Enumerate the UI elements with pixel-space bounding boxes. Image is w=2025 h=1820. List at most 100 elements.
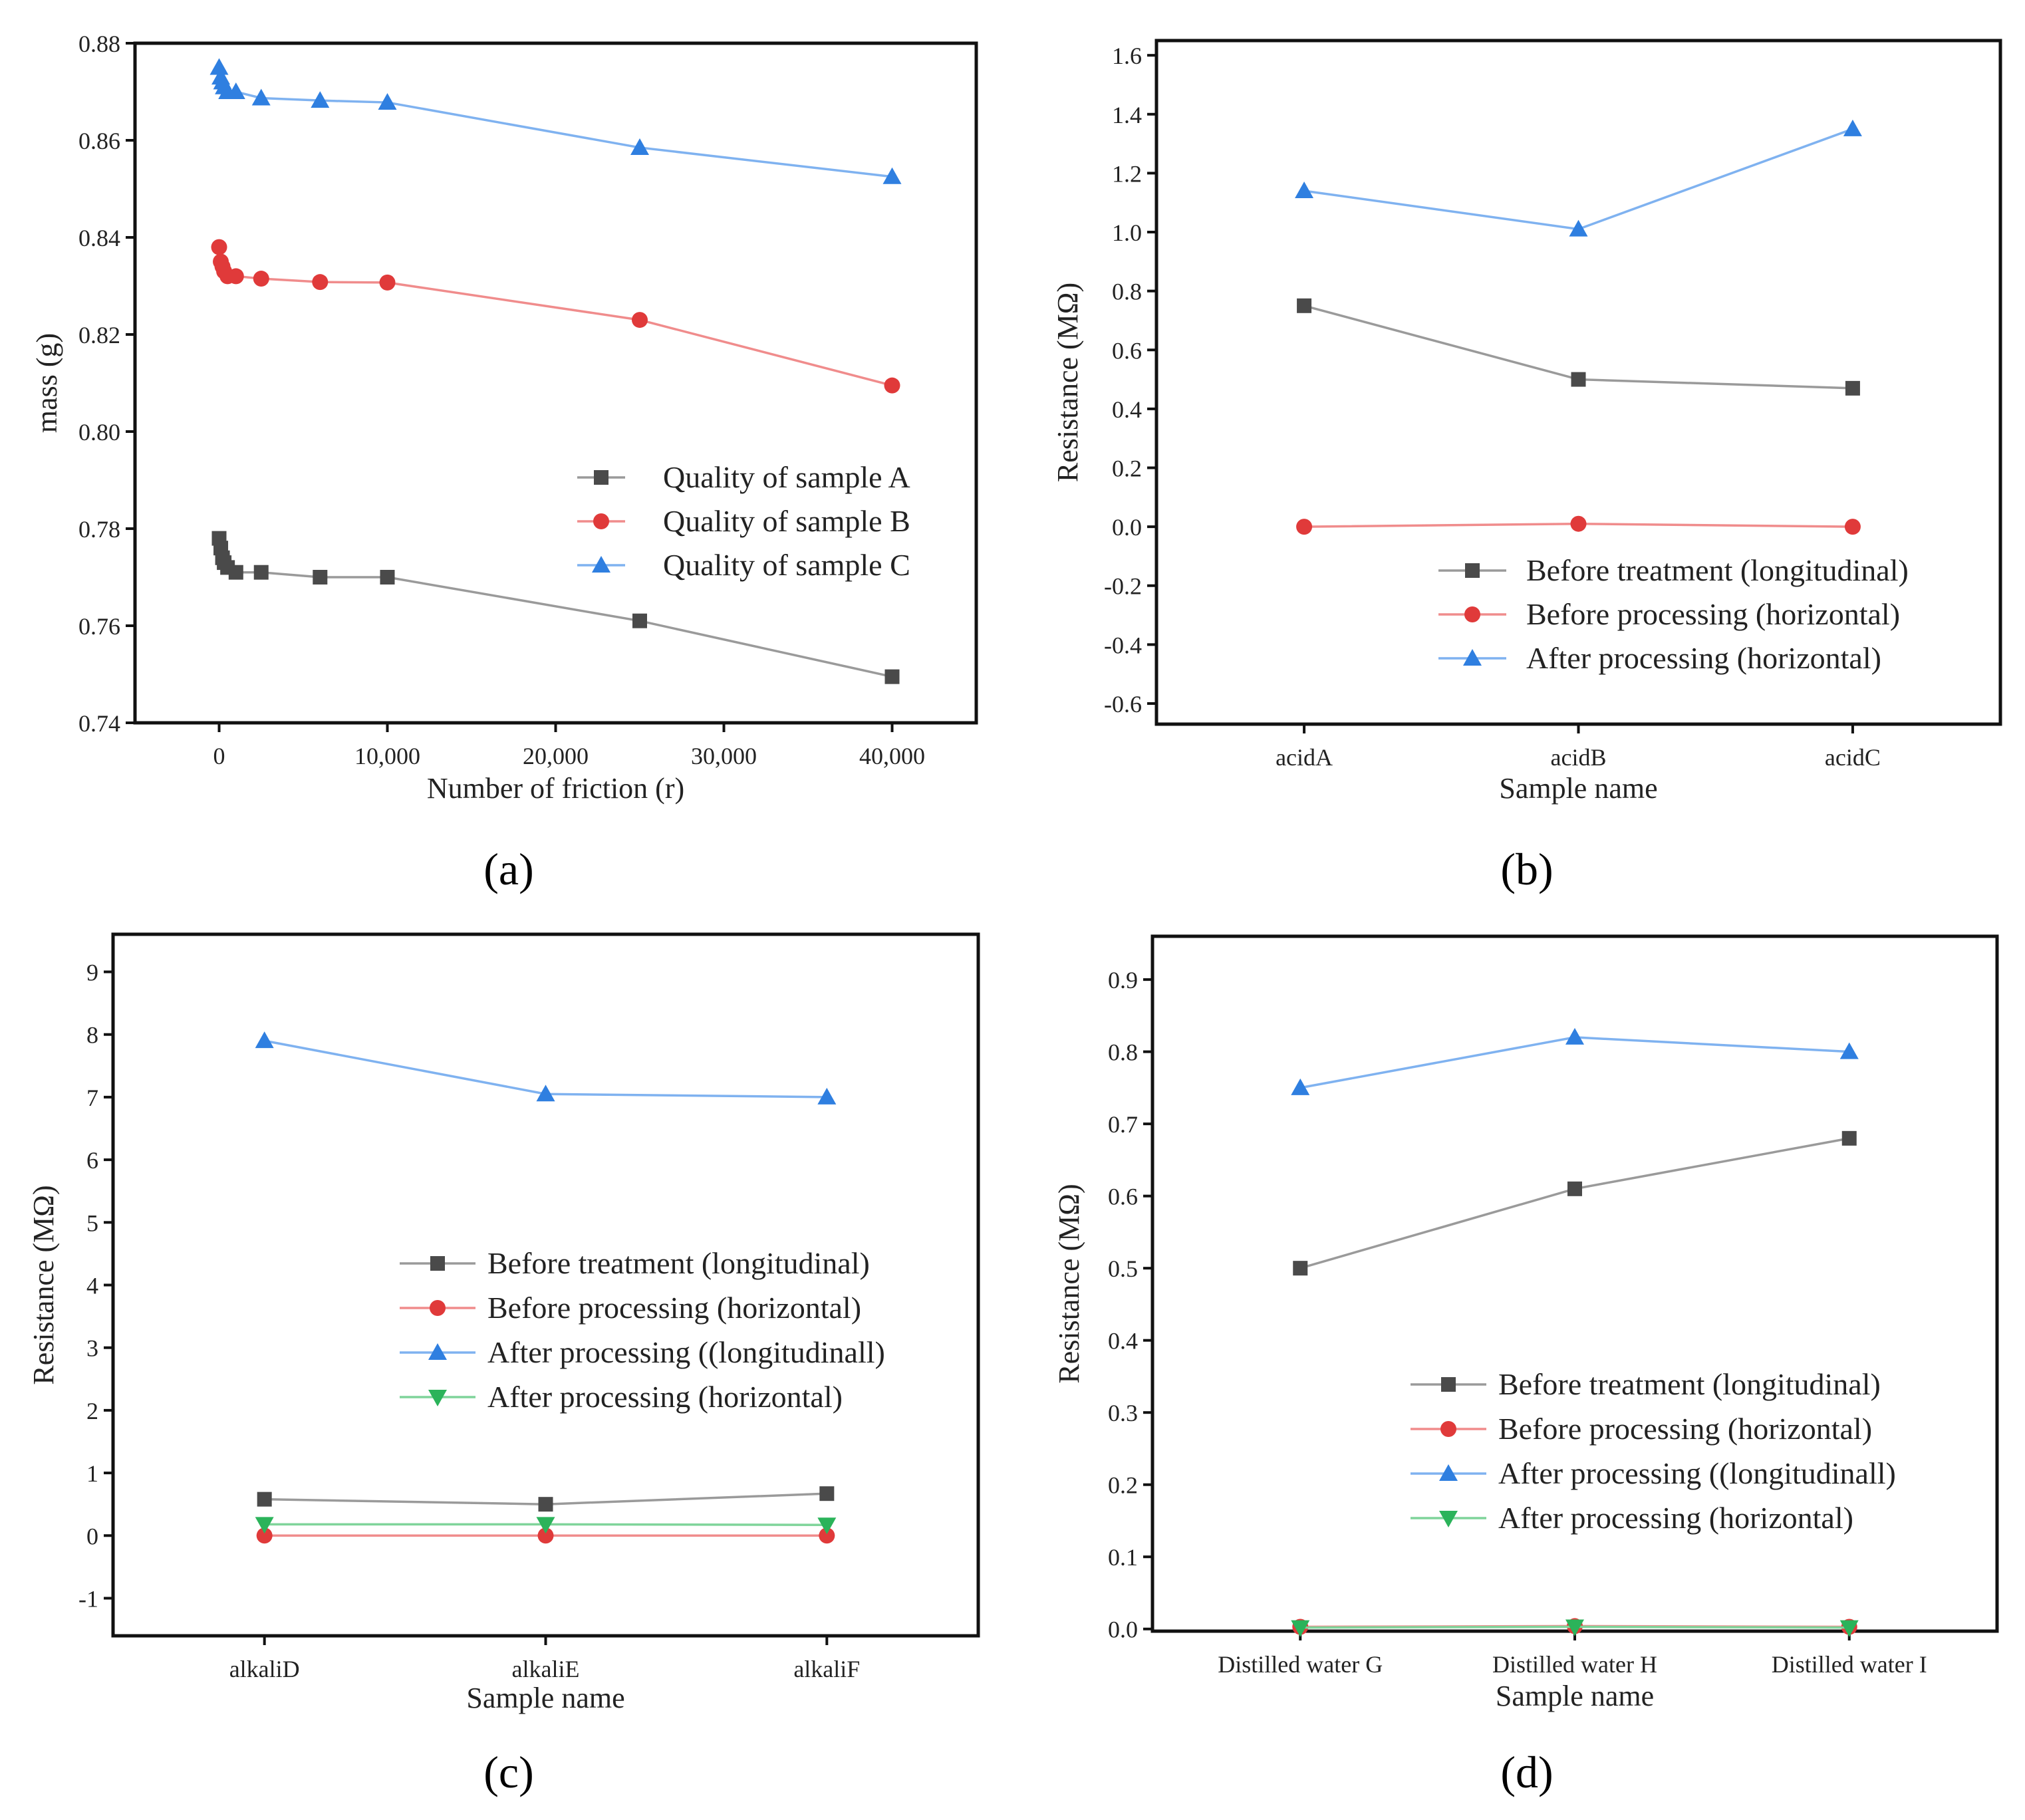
series-red [1296,515,1861,535]
legend-entry: Quality of sample A [577,460,910,494]
y-tick-label: 0.9 [1108,967,1138,993]
data-point [209,58,229,75]
legend-label: Before treatment (longitudinal) [1526,553,1909,587]
x-tick-label: acidB [1551,744,1607,771]
data-point [380,570,395,585]
y-tick-label: 1.6 [1112,43,1142,69]
x-tick-label: 10,000 [354,743,420,769]
data-point [632,613,647,628]
legend-label: After processing ((longitudinall) [1498,1456,1896,1490]
data-point [882,167,902,184]
y-tick-label: 0.4 [1112,396,1142,423]
y-tick-label: 0.7 [1108,1111,1138,1138]
x-tick-label: Distilled water G [1218,1651,1383,1678]
y-tick-label: 0.8 [1108,1039,1138,1066]
data-point [1839,1042,1859,1059]
x-tick-label: Distilled water I [1772,1651,1927,1678]
y-tick-label: 5 [86,1210,98,1236]
y-tick-label: 0 [86,1523,98,1549]
x-axis-title: Sample name [1499,772,1657,805]
y-tick-label: 2 [86,1398,98,1424]
x-tick-label: acidC [1825,744,1881,771]
series-green [1291,1619,1859,1637]
data-point [253,271,269,287]
y-tick-label: 0.0 [1112,514,1142,541]
legend-entry: Before processing (horizontal) [1411,1412,1872,1446]
data-point [1843,119,1862,136]
legend-marker [593,513,609,529]
data-point [251,88,271,106]
data-point [226,82,245,99]
y-tick-label: 0.8 [1112,279,1142,305]
data-point [1293,1261,1308,1276]
y-tick-label: 4 [86,1273,98,1299]
series-red [256,1527,835,1544]
panel-label: (d) [1500,1747,1553,1797]
y-tick-label: 0.1 [1108,1544,1138,1571]
data-point [819,1486,835,1501]
legend-entry: Before treatment (longitudinal) [1438,553,1909,587]
y-axis-title: Resistance (MΩ) [1051,283,1084,482]
series-blue [209,58,902,184]
series-green [255,1517,837,1535]
x-tick-label: alkaliF [793,1656,860,1682]
legend-entry: Before treatment (longitudinal) [1411,1367,1881,1401]
x-tick-label: acidA [1276,744,1333,771]
x-tick-label: 40,000 [859,743,925,769]
data-point [1565,1619,1584,1636]
data-point [1567,1181,1582,1196]
data-point [817,1517,837,1535]
data-point [1571,372,1586,387]
data-point [1295,181,1314,198]
y-tick-label: 1.2 [1112,160,1142,187]
data-point [538,1497,553,1512]
series-red [211,239,900,394]
y-axis-title: Resistance (MΩ) [27,1185,60,1384]
legend-entry: After processing ((longitudinall) [1411,1456,1896,1490]
legend-label: Quality of sample C [663,548,910,582]
legend-marker [1441,1377,1456,1392]
data-point [884,377,900,394]
legend-marker [1464,606,1480,622]
y-tick-label: 0.84 [78,225,120,251]
legend-marker [1439,1511,1458,1527]
data-point [1844,519,1861,535]
y-tick-label: 0.82 [78,322,120,348]
data-point [312,274,329,291]
legend-label: Quality of sample B [663,504,910,538]
y-tick-label: -0.2 [1104,573,1142,600]
legend-label: After processing (horizontal) [487,1380,843,1414]
legend-marker [1440,1421,1456,1437]
x-tick-label: 0 [213,743,225,769]
data-point [227,268,244,285]
y-tick-label: 0.6 [1108,1184,1138,1210]
legend-entry: After processing (horizontal) [400,1380,843,1414]
chart-panel-c: -1 0 1 2 3 4 5 6 7 8 9 alkaliD alkaliE alkaliF Sample … [27,932,980,1797]
y-tick-label: 8 [86,1022,98,1049]
y-tick-label: 0.5 [1108,1255,1138,1282]
y-tick-label: -1 [78,1585,98,1612]
y-tick-label: 1.4 [1112,102,1142,128]
data-point [630,138,649,155]
y-tick-label: 0.0 [1108,1617,1138,1643]
y-tick-label: 0.88 [78,31,120,57]
legend-entry: Quality of sample B [577,504,910,538]
legend-label: Before processing (horizontal) [1526,597,1900,631]
legend-label: After processing (horizontal) [1498,1501,1853,1535]
panel-label: (a) [483,844,533,894]
panel-label: (b) [1500,844,1553,894]
x-axis-title: Sample name [1496,1680,1654,1712]
data-point [256,1527,273,1544]
y-tick-label: 1.0 [1112,219,1142,246]
data-point [817,1087,837,1105]
y-tick-label: 0.74 [78,710,120,737]
y-tick-label: 0.80 [78,419,120,446]
panel-label: (c) [483,1747,533,1797]
legend-entry: Before processing (horizontal) [1438,597,1900,631]
y-tick-label: -0.6 [1104,691,1142,717]
x-tick-label: Distilled water H [1492,1651,1657,1678]
data-point [253,565,269,580]
data-point [1296,519,1313,535]
legend-marker [428,1343,447,1360]
legend-marker [430,1256,445,1271]
